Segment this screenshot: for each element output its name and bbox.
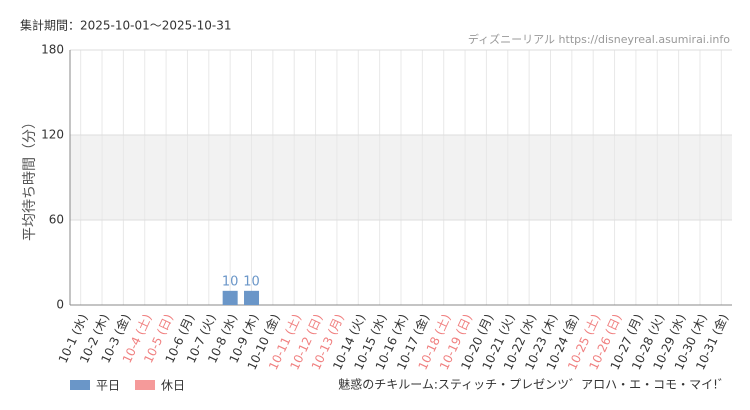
bar xyxy=(222,290,238,305)
legend-label: 平日 xyxy=(96,379,120,393)
legend-label: 休日 xyxy=(161,379,185,393)
y-tick-label: 60 xyxy=(49,213,64,227)
y-axis-label: 平均待ち時間（分） xyxy=(22,115,38,241)
watermark: ディズニーリアル https://disneyreal.asumirai.inf… xyxy=(468,32,730,46)
y-tick-label: 0 xyxy=(56,298,64,312)
subtitle: 魅惑のチキルーム:スティッチ・プレゼンツ゛アロハ・エ・コモ・マイ!゛ xyxy=(338,377,730,392)
value-label: 10 xyxy=(222,274,239,289)
legend-swatch xyxy=(70,380,90,390)
y-tick-label: 120 xyxy=(41,128,64,142)
value-label: 10 xyxy=(243,274,260,289)
period: 集計期間：2025-10-01〜2025-10-31 xyxy=(20,18,231,33)
bar xyxy=(244,290,260,305)
legend-swatch xyxy=(135,380,155,390)
y-tick-label: 180 xyxy=(41,43,64,57)
